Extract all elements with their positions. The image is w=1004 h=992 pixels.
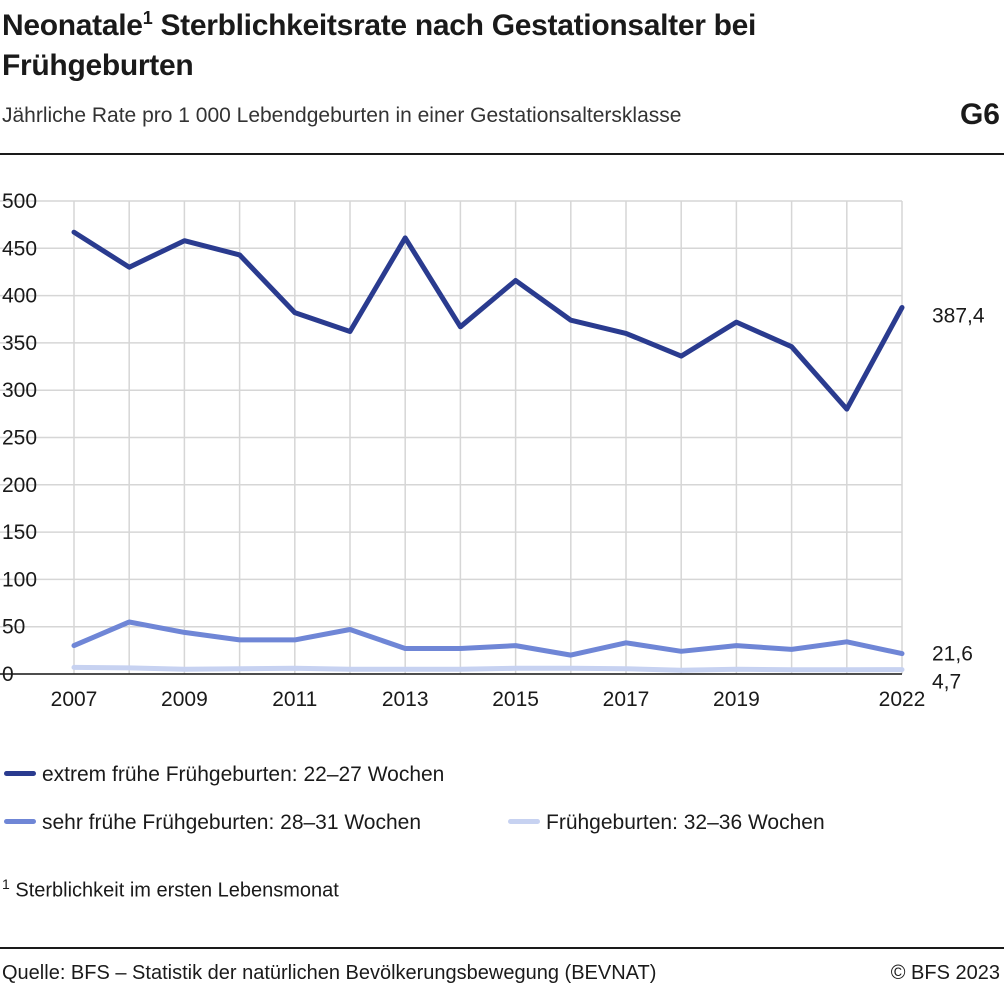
x-tick-label-2: 2011 (272, 688, 317, 710)
y-tick-label-10: 500 (2, 190, 37, 213)
title-main: Neonatale (2, 9, 143, 42)
legend-swatch-preterm (508, 818, 540, 824)
x-tick-label-5: 2017 (603, 688, 650, 710)
footnote: 1 Sterblichkeit im ersten Lebensmonat (2, 876, 339, 903)
y-tick-label-3: 150 (2, 521, 37, 544)
footnote-text: Sterblichkeit im ersten Lebensmonat (15, 879, 339, 902)
series-end-labels: 4,7 21,6 387,4 (932, 305, 985, 694)
header-divider (0, 153, 1004, 155)
title-footnote-mark: 1 (142, 8, 153, 28)
x-axis-ticks: 2007 2009 2011 2013 2015 2017 2019 2022 (51, 688, 926, 710)
y-tick-label-1: 50 (2, 616, 25, 639)
y-axis-ticks: 0 50 100 150 200 250 300 350 400 450 500 (2, 190, 37, 686)
chart-title: Neonatale1 Sterblichkeitsrate nach Gesta… (2, 6, 922, 86)
legend-label-extreme: extrem frühe Frühgeburten: 22–27 Wochen (42, 763, 445, 786)
y-tick-label-5: 250 (2, 427, 37, 450)
end-label-2: 4,7 (932, 671, 961, 694)
legend-swatch-extreme (4, 770, 36, 776)
chart-number-badge: G6 (959, 98, 1000, 131)
source-note: Quelle: BFS – Statistik der natürlichen … (2, 962, 657, 984)
legend-swatch-very-early (4, 818, 36, 824)
chart-series (71, 229, 905, 673)
y-tick-label-0: 0 (2, 663, 14, 686)
legend-label-preterm: Frühgeburten: 32–36 Wochen (546, 811, 825, 834)
copyright: © BFS 2023 (890, 962, 1000, 984)
y-tick-label-8: 400 (2, 285, 37, 308)
x-tick-label-7: 2022 (879, 688, 926, 710)
x-tick-label-1: 2009 (161, 688, 208, 710)
title-rest: Sterblichkeitsrate nach Gestationsalter … (2, 9, 757, 82)
footer-divider (0, 947, 1004, 949)
x-tick-label-6: 2019 (713, 688, 760, 710)
y-tick-label-9: 450 (2, 237, 37, 260)
y-tick-label-2: 100 (2, 568, 37, 591)
series-line-2 (71, 664, 905, 673)
chart-subtitle: Jährliche Rate pro 1 000 Lebendgeburten … (2, 104, 682, 127)
x-tick-label-0: 2007 (51, 688, 98, 710)
series-line-1 (71, 619, 905, 658)
end-label-0: 387,4 (932, 305, 985, 328)
legend-item-very-early: sehr frühe Frühgeburten: 28–31 Wochen (4, 811, 421, 835)
x-tick-label-4: 2015 (492, 688, 539, 710)
legend-label-very-early: sehr frühe Frühgeburten: 28–31 Wochen (42, 811, 422, 834)
y-tick-label-7: 350 (2, 332, 37, 355)
chart-grid (0, 200, 903, 675)
legend-item-preterm: Frühgeburten: 32–36 Wochen (508, 811, 825, 835)
end-label-1: 21,6 (932, 643, 973, 666)
y-tick-label-4: 200 (2, 474, 37, 497)
series-line-0 (71, 229, 905, 412)
footnote-mark: 1 (2, 876, 10, 892)
legend-item-extreme: extrem frühe Frühgeburten: 22–27 Wochen (4, 763, 444, 787)
x-tick-label-3: 2013 (382, 688, 429, 710)
y-tick-label-6: 300 (2, 379, 37, 402)
